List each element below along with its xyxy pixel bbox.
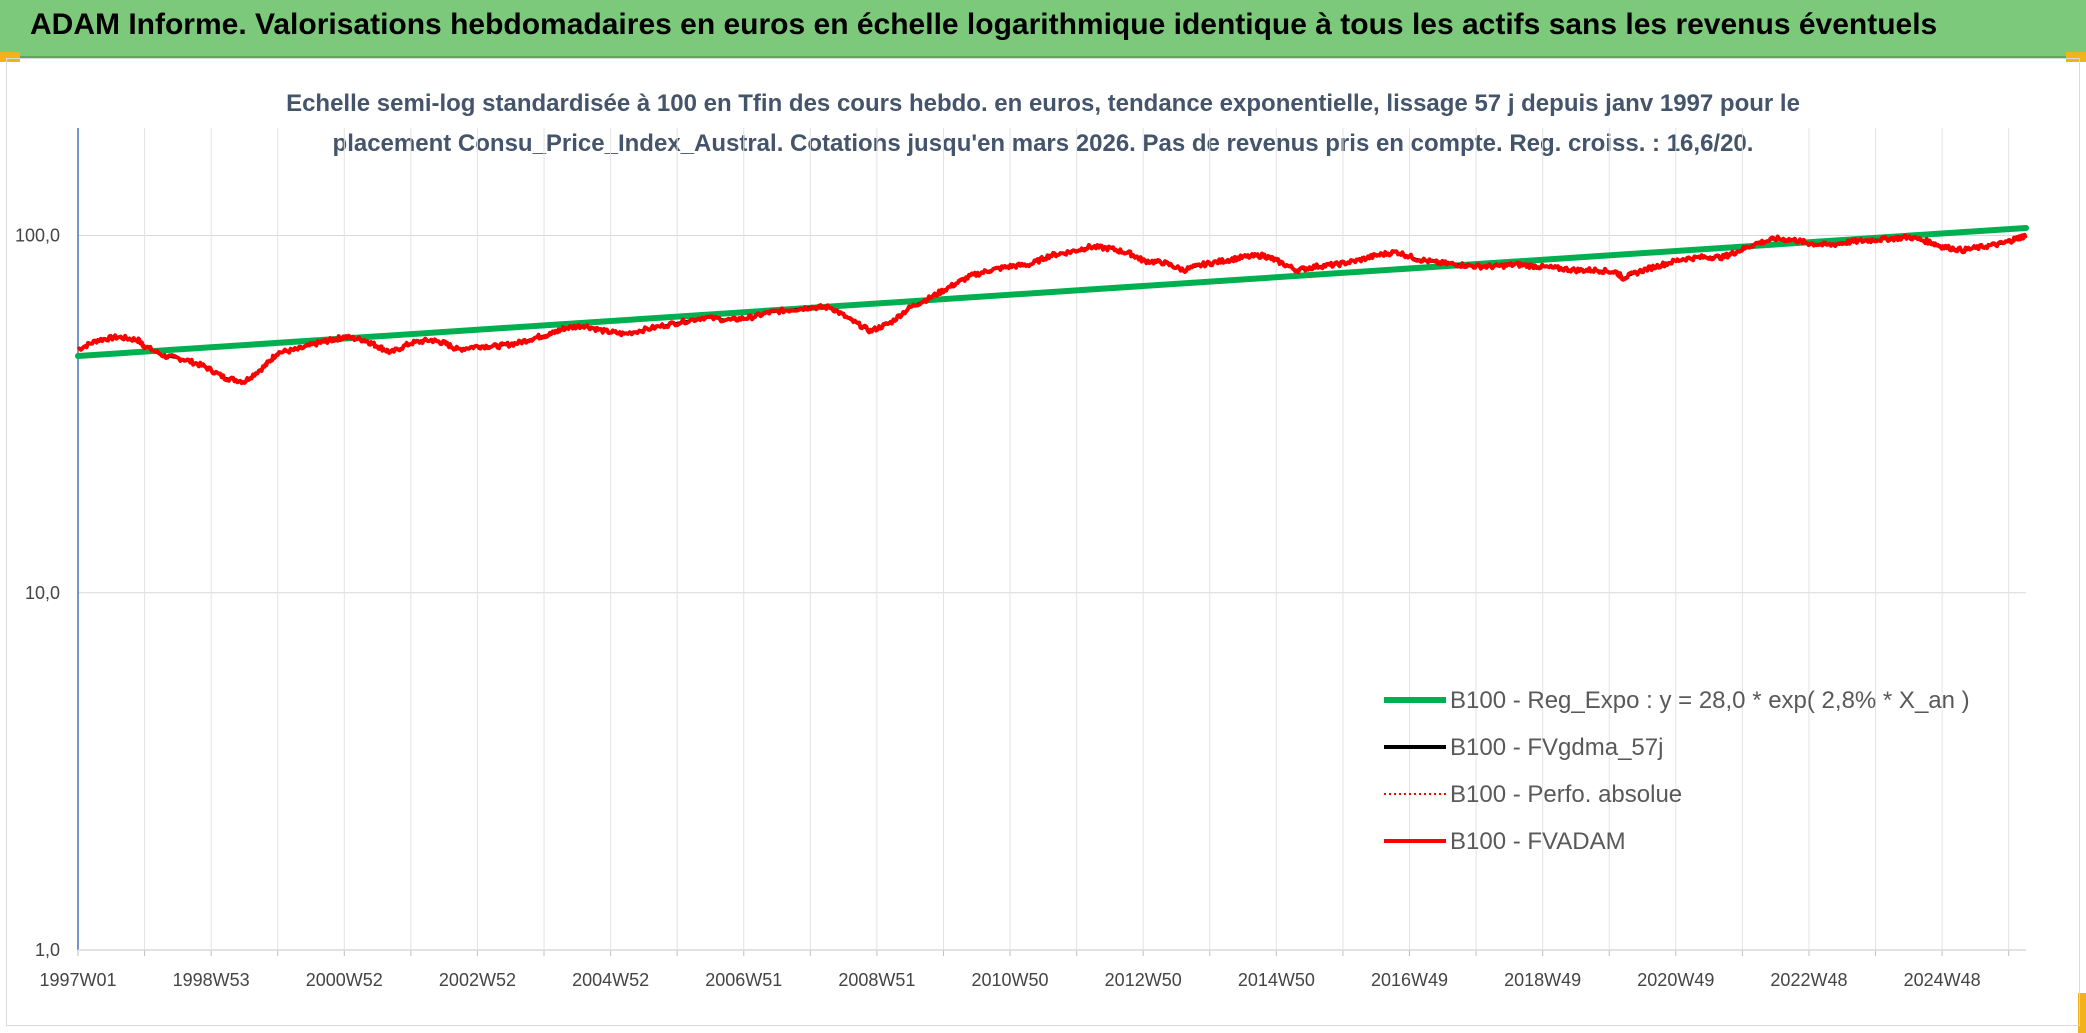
x-tick-label: 2020W49 [1637, 970, 1714, 990]
series-lines [75, 224, 2029, 386]
tick-labels: 1,0 10,0 100,0 1997W01 1998W53 2000W52 2002W52… [15, 226, 1981, 990]
x-tick-label: 2012W50 [1105, 970, 1182, 990]
legend-label: B100 - FVADAM [1450, 828, 1626, 855]
x-tick-label: 2008W51 [838, 970, 915, 990]
regression-line [75, 224, 2029, 360]
legend-label: B100 - FVgdma_57j [1450, 734, 1663, 761]
banner-title: ADAM Informe. Valorisations hebdomadaire… [30, 8, 1938, 41]
x-tick-label: 2018W49 [1504, 970, 1581, 990]
x-tick-label: 2006W51 [705, 970, 782, 990]
legend-label: B100 - Perfo. absolue [1450, 781, 1682, 808]
x-tick-label: 2000W52 [306, 970, 383, 990]
x-tick-label: 1997W01 [39, 970, 116, 990]
axes [77, 128, 2026, 956]
chart-frame [6, 58, 2080, 1026]
x-tick-label: 2004W52 [572, 970, 649, 990]
x-tick-label: 2016W49 [1371, 970, 1448, 990]
y-tick-label: 100,0 [15, 226, 60, 246]
x-tick-label: 2002W52 [439, 970, 516, 990]
y-tick-label: 1,0 [35, 940, 60, 960]
y-tick-label: 10,0 [25, 583, 60, 603]
x-tick-label: 2010W50 [972, 970, 1049, 990]
corner-mark-right [2066, 52, 2086, 62]
legend: B100 - Reg_Expo : y = 28,0 * exp( 2,8% *… [1384, 687, 1970, 855]
corner-mark-left [0, 52, 20, 62]
legend-label: B100 - Reg_Expo : y = 28,0 * exp( 2,8% *… [1450, 687, 1970, 714]
perfo-absolue-line [77, 233, 2027, 384]
x-tick-label: 2022W48 [1770, 970, 1847, 990]
x-tick-label: 1998W53 [173, 970, 250, 990]
fvadam-line [76, 232, 2028, 386]
x-tick-label: 2024W48 [1904, 970, 1981, 990]
header-banner: ADAM Informe. Valorisations hebdomadaire… [0, 0, 2086, 58]
x-tick-label: 2014W50 [1238, 970, 1315, 990]
corner-mark-bottom-right [2078, 993, 2086, 1033]
chart-title: Echelle semi-log standardisée à 100 en T… [286, 90, 1800, 157]
